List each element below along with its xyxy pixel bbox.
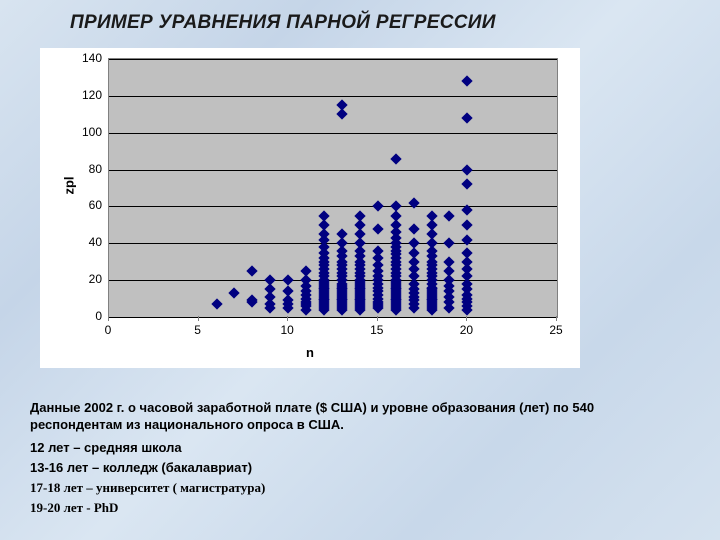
caption-level-19-20: 19-20 лет - PhD xyxy=(30,500,690,516)
data-point xyxy=(247,265,258,276)
data-point xyxy=(462,247,473,258)
data-point xyxy=(336,228,347,239)
y-tick-label: 120 xyxy=(62,88,102,102)
gridline xyxy=(109,243,557,244)
x-tick-label: 10 xyxy=(272,323,302,337)
plot-area xyxy=(108,58,558,318)
y-tick-label: 40 xyxy=(62,235,102,249)
data-point xyxy=(426,210,437,221)
page-title: ПРИМЕР УРАВНЕНИЯ ПАРНОЙ РЕГРЕССИИ xyxy=(70,12,496,34)
gridline xyxy=(109,96,557,97)
data-point xyxy=(408,238,419,249)
y-tick-label: 140 xyxy=(62,51,102,65)
scatter-chart: zpl n 0 20 40 60 80 100 120 140 0 5 10 15 20 25 xyxy=(40,48,580,368)
data-point xyxy=(462,112,473,123)
caption-data-desc: Данные 2002 г. о часовой заработной плат… xyxy=(30,400,690,434)
data-point xyxy=(462,219,473,230)
data-point xyxy=(390,201,401,212)
data-point xyxy=(336,99,347,110)
y-tick-label: 0 xyxy=(62,309,102,323)
data-point xyxy=(283,274,294,285)
data-point xyxy=(462,179,473,190)
x-tick-label: 15 xyxy=(362,323,392,337)
y-axis-label: zpl xyxy=(62,176,77,194)
data-point xyxy=(211,298,222,309)
x-tick-label: 5 xyxy=(183,323,213,337)
x-tick xyxy=(377,316,378,321)
data-point xyxy=(444,238,455,249)
data-point xyxy=(229,287,240,298)
data-point xyxy=(462,164,473,175)
y-tick-label: 100 xyxy=(62,125,102,139)
gridline xyxy=(109,317,557,318)
x-tick-label: 20 xyxy=(451,323,481,337)
data-point xyxy=(444,256,455,267)
data-point xyxy=(318,210,329,221)
x-tick xyxy=(287,316,288,321)
data-point xyxy=(408,223,419,234)
y-tick-label: 60 xyxy=(62,198,102,212)
gridline xyxy=(109,170,557,171)
x-tick xyxy=(198,316,199,321)
x-tick xyxy=(466,316,467,321)
data-point xyxy=(462,75,473,86)
x-tick xyxy=(556,316,557,321)
data-point xyxy=(372,201,383,212)
data-point xyxy=(300,265,311,276)
caption-level-17-18: 17-18 лет – университет ( магистратура) xyxy=(30,480,690,496)
gridline xyxy=(109,206,557,207)
x-axis-label: n xyxy=(306,345,314,360)
x-tick xyxy=(108,316,109,321)
caption-level-13-16: 13-16 лет – колледж (бакалавриат) xyxy=(30,460,690,475)
y-tick-label: 80 xyxy=(62,162,102,176)
gridline xyxy=(109,280,557,281)
data-point xyxy=(283,286,294,297)
gridline xyxy=(109,133,557,134)
data-point xyxy=(372,223,383,234)
x-tick-label: 25 xyxy=(541,323,571,337)
gridline xyxy=(109,59,557,60)
data-point xyxy=(265,274,276,285)
caption-level-12: 12 лет – средняя школа xyxy=(30,440,690,455)
x-tick-label: 0 xyxy=(93,323,123,337)
y-tick-label: 20 xyxy=(62,272,102,286)
data-point xyxy=(354,210,365,221)
data-point xyxy=(444,210,455,221)
data-point xyxy=(390,153,401,164)
